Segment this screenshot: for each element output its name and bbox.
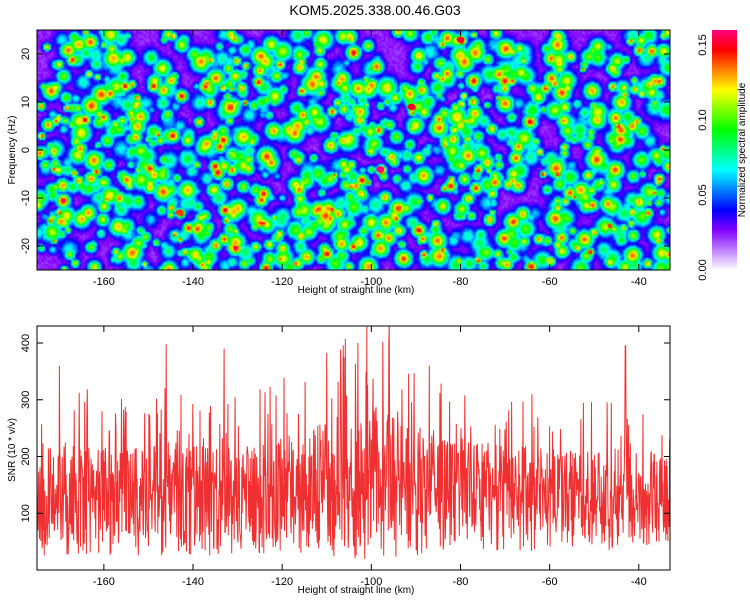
- x-tick-label: -140: [182, 576, 204, 588]
- colorbar-tick-label: 0.15: [697, 34, 709, 55]
- x-tick-label: -140: [182, 276, 204, 288]
- colorbar: 0.00 0.05 0.10 0.15 Normalized spectral amp…: [697, 30, 748, 281]
- y-tick-label: 300: [20, 391, 32, 409]
- spectral-peak: [545, 257, 554, 264]
- x-tick-label: -160: [93, 276, 115, 288]
- spectral-peak: [456, 36, 465, 43]
- snr-panel: -160 -140 -120 -100 -80 -60 -40 100 200 300 400 H…: [7, 325, 671, 596]
- y-tick-label: -10: [20, 190, 32, 206]
- colorbar-scale: [712, 30, 737, 270]
- x-tick-label: -100: [360, 276, 382, 288]
- colorbar-tick-label: 0.10: [697, 109, 709, 130]
- x-tick-label: -100: [360, 576, 382, 588]
- snr-x-label: Height of straight line (km): [298, 585, 415, 596]
- spectrogram-x-label: Height of straight line (km): [298, 285, 415, 296]
- snr-series-line: [37, 326, 670, 559]
- x-tick-label: -80: [453, 276, 469, 288]
- x-tick-label: -120: [271, 576, 293, 588]
- y-tick-label: 400: [20, 334, 32, 352]
- x-tick-label: -120: [271, 276, 293, 288]
- y-tick-label: 0: [20, 147, 32, 153]
- y-tick-label: -20: [20, 238, 32, 254]
- spectral-peak: [407, 103, 416, 110]
- colorbar-tick-label: 0.05: [697, 184, 709, 205]
- spectral-peak: [313, 41, 322, 48]
- x-tick-label: -60: [542, 576, 558, 588]
- spectrogram-heatmap: [37, 30, 670, 270]
- spectral-peak: [175, 209, 184, 216]
- snr-frame: [36, 325, 671, 571]
- x-tick-label: -60: [542, 276, 558, 288]
- x-tick-label: -40: [631, 576, 647, 588]
- x-tick-label: -160: [93, 576, 115, 588]
- y-tick-label: 10: [20, 96, 32, 108]
- y-tick-label: 20: [20, 48, 32, 60]
- spectral-peak: [376, 166, 385, 173]
- snr-y-label: SNR (10 * v/v): [7, 418, 18, 482]
- y-tick-label: 200: [20, 447, 32, 465]
- x-tick-label: -40: [631, 276, 647, 288]
- colorbar-tick-label: 0.00: [697, 259, 709, 280]
- spectrogram-y-label: Frequency (Hz): [7, 116, 18, 185]
- y-tick-label: 100: [20, 504, 32, 522]
- chart-title: KOM5.2025.338.00.46.G03: [289, 2, 461, 18]
- colorbar-label: Normalized spectral amplitude: [737, 82, 748, 217]
- x-tick-label: -80: [453, 576, 469, 588]
